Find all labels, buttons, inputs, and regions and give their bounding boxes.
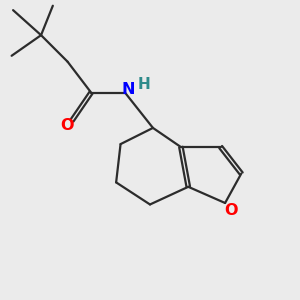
Text: H: H [138,77,151,92]
Text: O: O [224,203,238,218]
Text: O: O [60,118,74,134]
Text: N: N [121,82,135,97]
